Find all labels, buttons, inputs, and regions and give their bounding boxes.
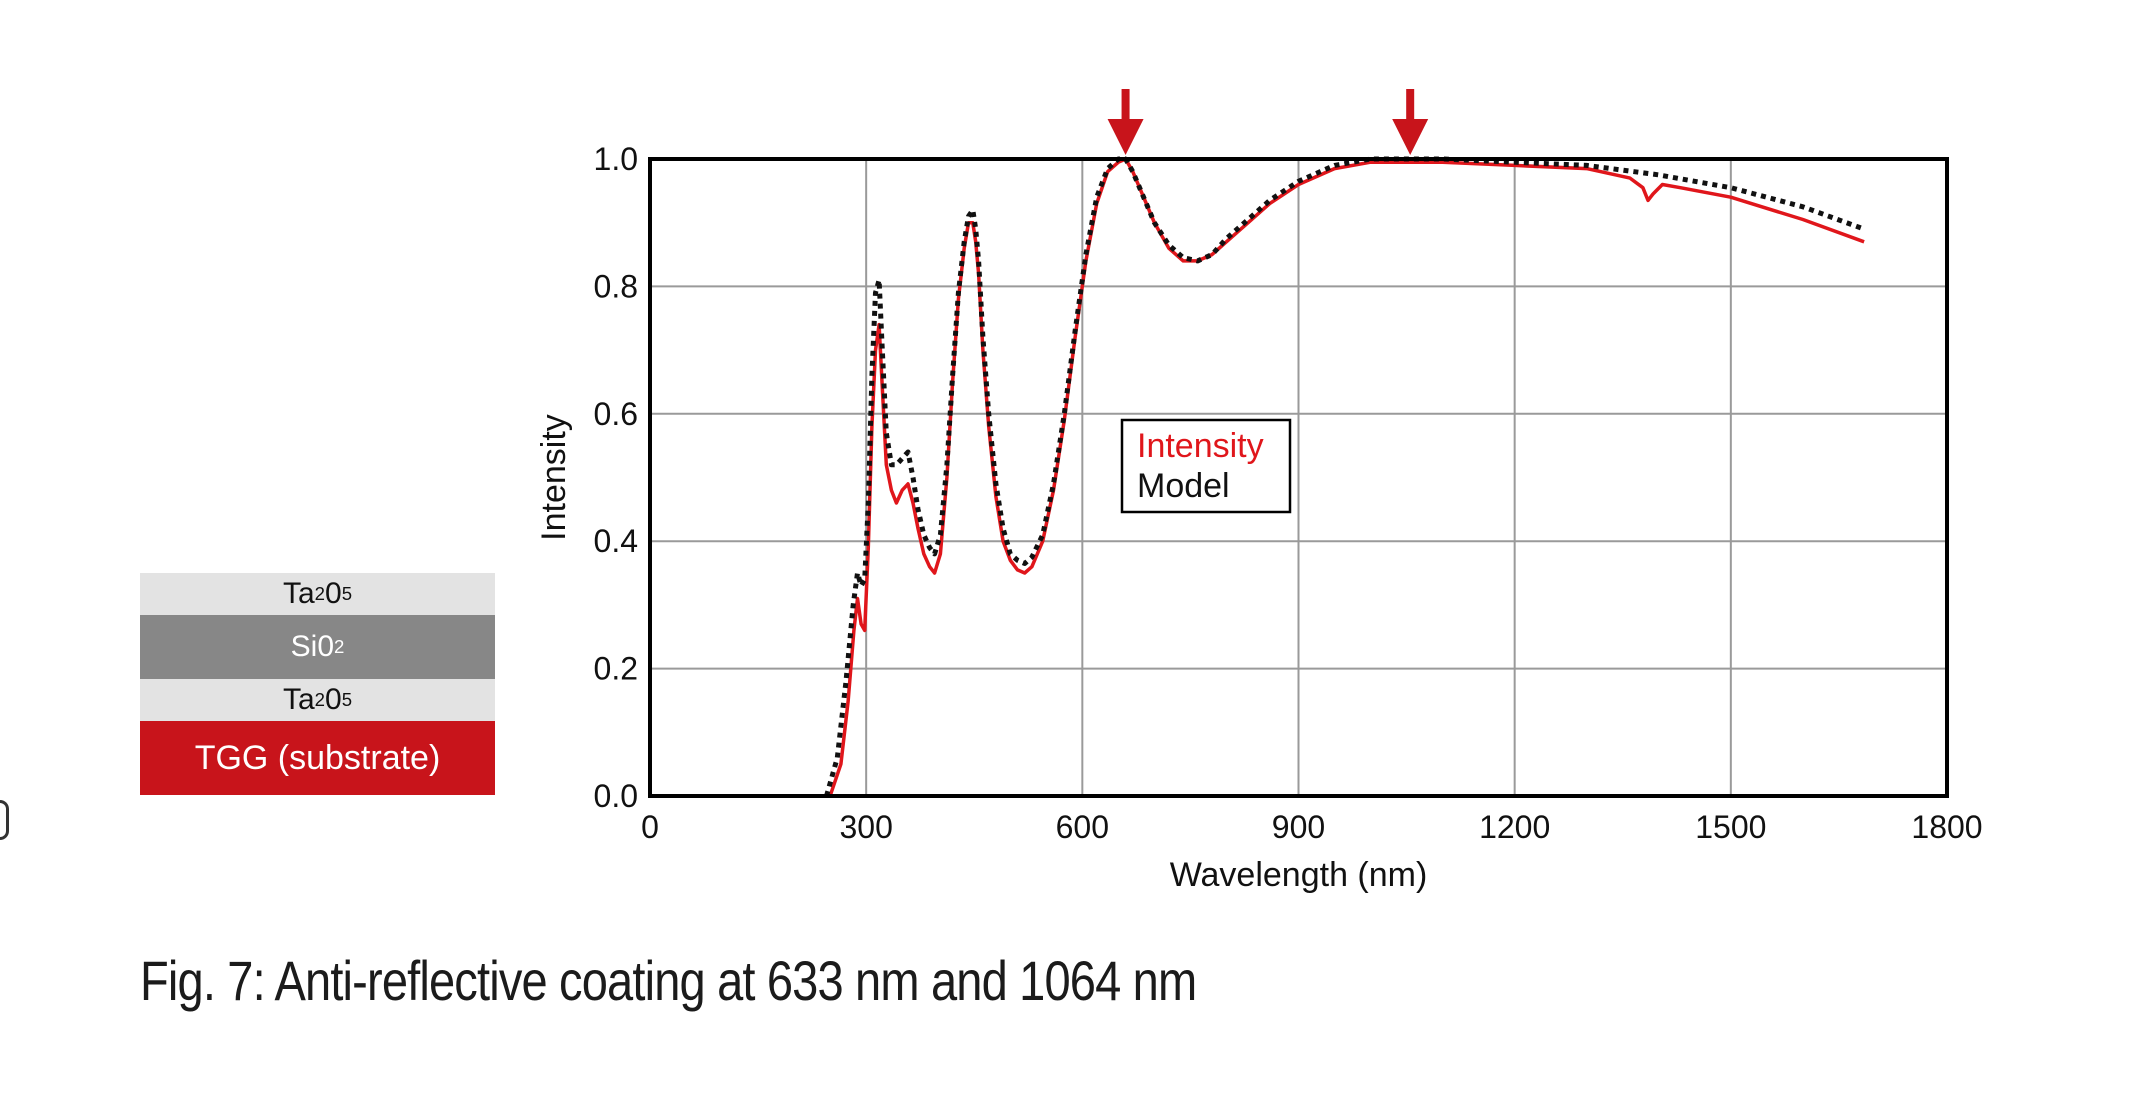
y-tick-label: 0.0 bbox=[594, 778, 638, 814]
layer-substrate: TGG (substrate) bbox=[140, 721, 495, 795]
x-tick-label: 300 bbox=[839, 809, 892, 845]
y-axis-label: Intensity bbox=[535, 414, 573, 541]
layer-1: Si 0 2 bbox=[140, 615, 495, 679]
arrow-shaft bbox=[1121, 89, 1130, 121]
page-edge-mark bbox=[0, 800, 9, 840]
chart-legend: Intensity Model bbox=[1120, 418, 1292, 514]
x-tick-label: 0 bbox=[641, 809, 659, 845]
y-tick-label: 0.4 bbox=[594, 523, 638, 559]
layer-2: Ta 2 0 5 bbox=[140, 679, 495, 721]
chart-series bbox=[824, 156, 1865, 797]
arrow-shaft bbox=[1406, 89, 1415, 121]
layer-formula-base: Ta bbox=[282, 683, 315, 716]
figure-caption: Fig. 7: Anti-reflective coating at 633 n… bbox=[140, 949, 1197, 1012]
y-tick-label: 0.6 bbox=[594, 396, 638, 432]
layer-formula-base: Si bbox=[290, 630, 318, 663]
x-tick-label: 1200 bbox=[1479, 809, 1550, 845]
chart-grid bbox=[650, 159, 1947, 796]
x-tick-label: 1500 bbox=[1695, 809, 1766, 845]
arrow-head bbox=[1107, 119, 1144, 155]
legend-entry-model: Model bbox=[1137, 467, 1230, 505]
y-tick-label: 1.0 bbox=[594, 141, 638, 177]
layer-formula-base: Ta bbox=[282, 577, 315, 610]
y-tick-label: 0.2 bbox=[594, 651, 638, 687]
x-tick-label: 600 bbox=[1056, 809, 1109, 845]
legend-entry-intensity: Intensity bbox=[1137, 427, 1264, 465]
chart-arrows bbox=[1107, 89, 1429, 155]
x-axis-label: Wavelength (nm) bbox=[1170, 856, 1428, 894]
series-line-intensity bbox=[828, 157, 1865, 797]
layer-formula-mid: 0 bbox=[325, 683, 342, 716]
plot-frame bbox=[648, 157, 1949, 798]
arrow-head bbox=[1392, 119, 1429, 155]
y-tick-label: 0.8 bbox=[594, 268, 638, 304]
layer-stack-diagram: Ta 2 0 5 Si 0 2 Ta 2 0 5 TGG (substrate) bbox=[140, 573, 495, 795]
x-tick-label: 900 bbox=[1272, 809, 1325, 845]
layer-0: Ta 2 0 5 bbox=[140, 573, 495, 615]
layer-formula-mid: 0 bbox=[325, 577, 342, 610]
layer-label: TGG (substrate) bbox=[194, 738, 441, 777]
layer-formula-mid: 0 bbox=[317, 630, 335, 663]
chart-ticks: 0 300 600 900 1200 1500 1800 0.0 0.2 0.4 0.6 0.8 1.0 bbox=[594, 141, 1983, 845]
legend-box bbox=[1120, 418, 1292, 514]
x-tick-label: 1800 bbox=[1911, 809, 1982, 845]
series-line-model bbox=[824, 156, 1865, 797]
